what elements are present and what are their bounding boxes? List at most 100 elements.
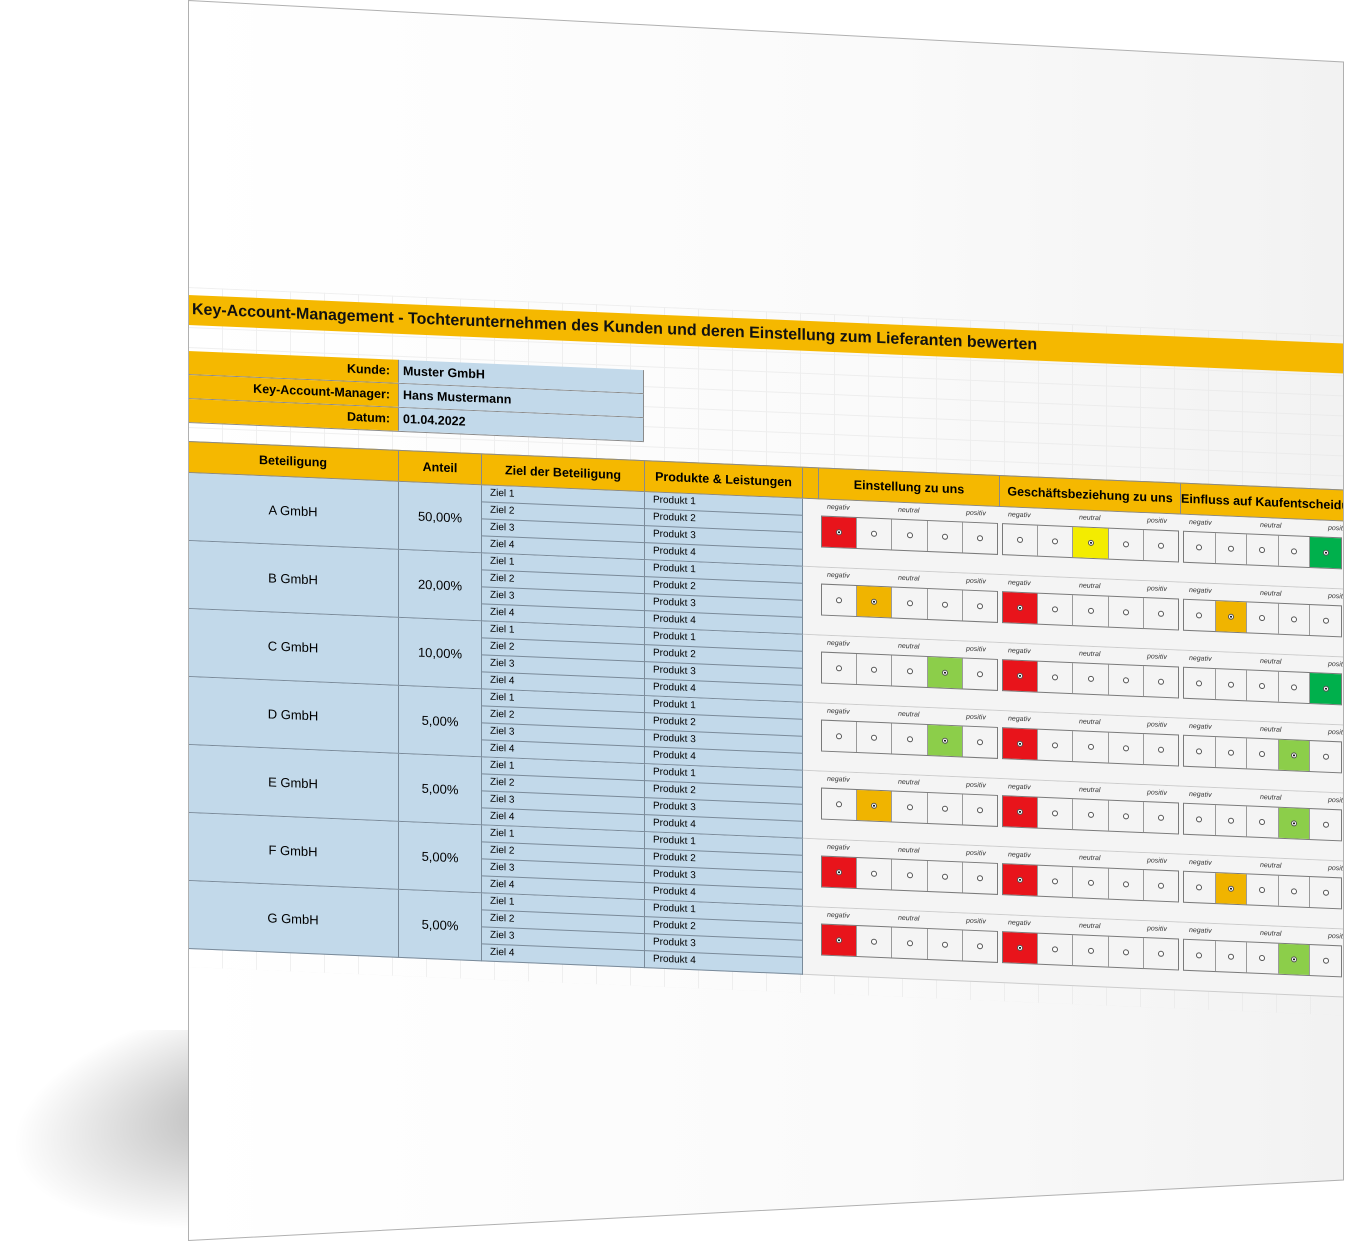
radio-button[interactable] [1291, 548, 1298, 555]
rating-option-2[interactable] [1038, 797, 1074, 830]
radio-button[interactable] [906, 600, 913, 607]
company-name[interactable]: G GmbH [188, 881, 399, 958]
radio-button[interactable] [1087, 743, 1094, 750]
rating-option-1[interactable] [1184, 531, 1216, 564]
rating-option-4[interactable] [1278, 671, 1311, 704]
rating-option-5[interactable] [1144, 734, 1178, 765]
rating-option-5[interactable] [1310, 605, 1341, 636]
radio-button[interactable] [906, 940, 913, 947]
rating-option-1[interactable] [1003, 932, 1039, 964]
radio-button[interactable] [906, 804, 913, 811]
rating-option-3[interactable] [1247, 602, 1279, 634]
rating-option-5[interactable] [963, 930, 997, 961]
radio-button[interactable] [1291, 956, 1298, 963]
radio-button[interactable] [941, 737, 948, 744]
radio-button[interactable] [871, 666, 878, 673]
rating-option-1[interactable] [1184, 871, 1216, 904]
radio-button[interactable] [1322, 617, 1329, 624]
radio-button[interactable] [1122, 881, 1129, 888]
radio-button[interactable] [1157, 542, 1164, 549]
radio-button[interactable] [976, 807, 983, 814]
rating-option-2[interactable] [1215, 873, 1248, 905]
rating-option-5[interactable] [963, 658, 997, 689]
rating-option-2[interactable] [857, 858, 893, 890]
rating-option-4[interactable] [1108, 936, 1144, 969]
radio-button[interactable] [1157, 882, 1164, 889]
radio-button[interactable] [871, 938, 878, 945]
rating-option-3[interactable] [1073, 867, 1109, 899]
radio-button[interactable] [941, 805, 948, 812]
rating-option-3[interactable] [892, 927, 928, 959]
radio-button[interactable] [836, 937, 843, 944]
rating-option-5[interactable] [1310, 945, 1341, 976]
radio-button[interactable] [1052, 878, 1059, 885]
radio-button[interactable] [1322, 685, 1329, 692]
rating-option-2[interactable] [1215, 737, 1248, 769]
radio-button[interactable] [1322, 821, 1329, 828]
rating-option-3[interactable] [1073, 527, 1109, 559]
radio-button[interactable] [1017, 876, 1024, 884]
radio-button[interactable] [1259, 546, 1266, 554]
radio-button[interactable] [1196, 816, 1203, 823]
radio-button[interactable] [871, 598, 878, 605]
rating-option-1[interactable] [1184, 735, 1216, 768]
radio-button[interactable] [941, 873, 948, 880]
radio-button[interactable] [1291, 752, 1298, 759]
radio-button[interactable] [836, 801, 843, 808]
radio-button[interactable] [1259, 818, 1266, 826]
rating-option-2[interactable] [857, 518, 893, 550]
rating-option-3[interactable] [1247, 670, 1279, 702]
radio-button[interactable] [1322, 957, 1329, 964]
radio-button[interactable] [1087, 879, 1094, 886]
radio-button[interactable] [1196, 884, 1203, 891]
radio-button[interactable] [1196, 612, 1203, 619]
radio-button[interactable] [1291, 684, 1298, 691]
rating-option-1[interactable] [1003, 728, 1039, 760]
radio-button[interactable] [1227, 545, 1234, 552]
rating-option-3[interactable] [1247, 806, 1279, 838]
rating-option-3[interactable] [1247, 874, 1279, 906]
radio-button[interactable] [1259, 614, 1266, 622]
rating-option-4[interactable] [927, 588, 963, 621]
radio-button[interactable] [871, 734, 878, 741]
radio-button[interactable] [836, 869, 843, 876]
radio-button[interactable] [941, 601, 948, 608]
rating-option-1[interactable] [1003, 796, 1039, 828]
rating-option-5[interactable] [1310, 809, 1341, 840]
rating-option-1[interactable] [1184, 939, 1216, 972]
rating-option-3[interactable] [1073, 799, 1109, 831]
radio-button[interactable] [906, 736, 913, 743]
radio-button[interactable] [1259, 954, 1266, 962]
rating-option-2[interactable] [1038, 933, 1074, 966]
radio-button[interactable] [941, 669, 948, 676]
radio-button[interactable] [1157, 814, 1164, 821]
radio-button[interactable] [976, 603, 983, 610]
rating-option-1[interactable] [1184, 803, 1216, 836]
radio-button[interactable] [1087, 811, 1094, 818]
rating-option-5[interactable] [1144, 666, 1178, 697]
rating-option-5[interactable] [1144, 598, 1178, 629]
radio-button[interactable] [1017, 536, 1024, 544]
rating-option-5[interactable] [1144, 938, 1178, 969]
radio-button[interactable] [871, 802, 878, 809]
rating-option-4[interactable] [1108, 732, 1144, 765]
rating-option-5[interactable] [1144, 802, 1178, 833]
rating-option-4[interactable] [1278, 535, 1311, 568]
company-name[interactable]: D GmbH [188, 677, 399, 754]
radio-button[interactable] [1052, 810, 1059, 817]
company-name[interactable]: F GmbH [188, 813, 399, 890]
rating-option-4[interactable] [927, 860, 963, 893]
radio-button[interactable] [1052, 946, 1059, 953]
rating-option-1[interactable] [822, 924, 858, 957]
rating-option-4[interactable] [927, 520, 963, 553]
company-share[interactable]: 5,00% [399, 889, 482, 962]
company-name[interactable]: B GmbH [188, 541, 399, 618]
radio-button[interactable] [1157, 678, 1164, 685]
radio-button[interactable] [906, 872, 913, 879]
radio-button[interactable] [1259, 682, 1266, 690]
radio-button[interactable] [1122, 677, 1129, 684]
rating-option-4[interactable] [1108, 800, 1144, 833]
radio-button[interactable] [1291, 888, 1298, 895]
rating-option-2[interactable] [857, 926, 893, 958]
rating-option-3[interactable] [892, 723, 928, 755]
